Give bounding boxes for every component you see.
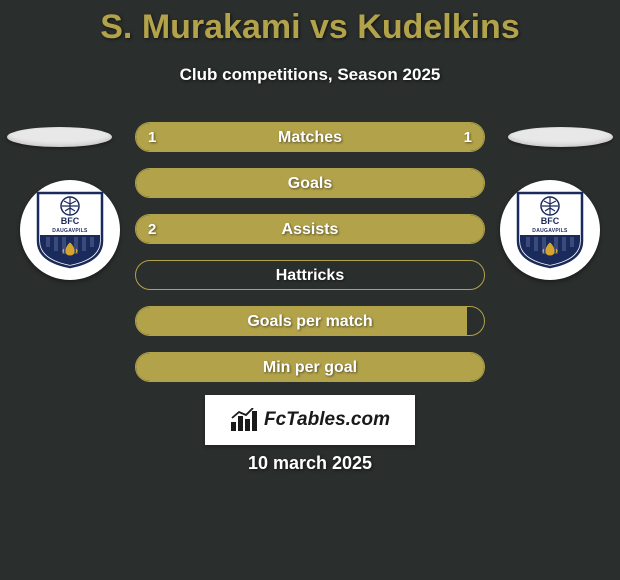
ellipse-right <box>508 127 613 147</box>
stat-label: Min per goal <box>136 353 484 382</box>
club-abbrev: BFC <box>541 216 560 226</box>
club-abbrev: BFC <box>61 216 80 226</box>
stat-row: Min per goal <box>135 352 485 382</box>
club-name: DAUGAVPILS <box>532 228 568 234</box>
ellipse-left <box>7 127 112 147</box>
stat-label: Hattricks <box>136 261 484 290</box>
club-logo-right: BFC DAUGAVPILS <box>500 180 600 280</box>
stat-label: Goals per match <box>136 307 484 336</box>
barchart-icon <box>230 408 258 432</box>
fctables-attribution: FcTables.com <box>205 395 415 445</box>
stat-label: Goals <box>136 169 484 198</box>
stats-container: 11Matches Goals 2Assists Hattricks Goals per… <box>135 122 485 398</box>
stat-label: Matches <box>136 123 484 152</box>
stat-row: 11Matches <box>135 122 485 152</box>
subtitle: Club competitions, Season 2025 <box>0 65 620 85</box>
club-logo-left: BFC DAUGAVPILS <box>20 180 120 280</box>
shield-icon: BFC DAUGAVPILS <box>36 191 104 269</box>
date-label: 10 march 2025 <box>0 453 620 474</box>
logo-circle-right: BFC DAUGAVPILS <box>500 180 600 280</box>
logo-circle-left: BFC DAUGAVPILS <box>20 180 120 280</box>
shield-icon: BFC DAUGAVPILS <box>516 191 584 269</box>
stat-row: 2Assists <box>135 214 485 244</box>
page-title: S. Murakami vs Kudelkins <box>0 0 620 47</box>
stat-row: Goals <box>135 168 485 198</box>
club-name: DAUGAVPILS <box>52 228 88 234</box>
stat-row: Goals per match <box>135 306 485 336</box>
fctables-label: FcTables.com <box>264 409 390 431</box>
stat-label: Assists <box>136 215 484 244</box>
stat-row: Hattricks <box>135 260 485 290</box>
